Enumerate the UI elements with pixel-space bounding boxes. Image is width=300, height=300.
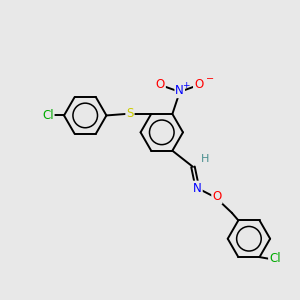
Text: O: O <box>156 78 165 91</box>
Text: +: + <box>182 81 190 90</box>
Text: Cl: Cl <box>269 252 281 266</box>
Text: S: S <box>126 107 134 121</box>
Text: N: N <box>193 182 202 195</box>
Text: −: − <box>206 74 214 84</box>
Text: H: H <box>201 154 209 164</box>
Text: O: O <box>212 190 221 203</box>
Text: O: O <box>194 78 203 91</box>
Text: Cl: Cl <box>42 109 54 122</box>
Text: N: N <box>176 84 184 97</box>
